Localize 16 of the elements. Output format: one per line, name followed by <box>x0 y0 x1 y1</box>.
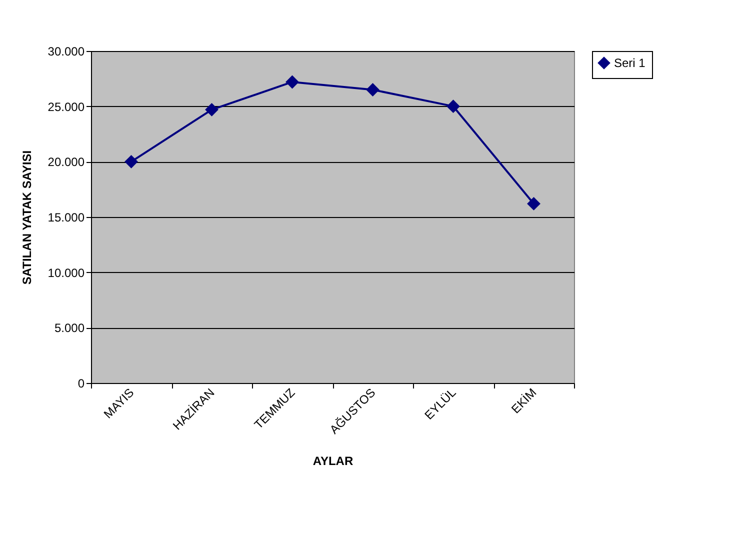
point <box>527 197 540 210</box>
y-tick-label: 20.000 <box>48 155 85 170</box>
y-tick-label: 5.000 <box>54 321 85 336</box>
y-tick-label: 0 <box>78 376 85 390</box>
point <box>205 102 218 116</box>
point <box>124 154 138 168</box>
point <box>286 75 299 89</box>
y-tick-label: 30.000 <box>48 44 85 58</box>
legend-label: Seri 1 <box>614 56 646 70</box>
y-tick-label: 15.000 <box>48 210 85 224</box>
point <box>366 83 380 96</box>
x-axis-title: AYLAR <box>312 454 354 468</box>
point <box>446 100 460 114</box>
y-axis-title: SATILAN YATAK SAYISI <box>20 150 34 285</box>
y-tick-label: 10.000 <box>48 266 85 280</box>
y-tick-label: 25.000 <box>48 100 85 114</box>
